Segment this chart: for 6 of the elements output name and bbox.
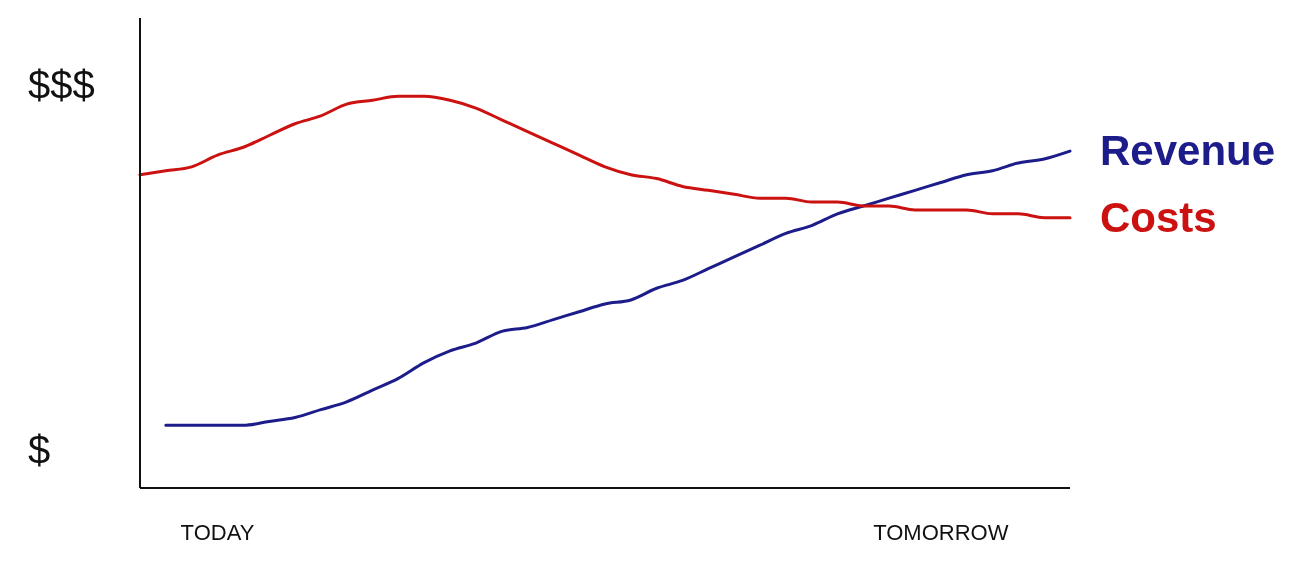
x-tick-label: TODAY — [180, 519, 255, 545]
text: $ — [28, 428, 51, 473]
series-label: Revenue — [1100, 127, 1276, 175]
text: $$$ — [28, 63, 95, 108]
series-label: Costs — [1100, 193, 1217, 241]
x-tick-label: TOMORROW — [873, 519, 1009, 545]
